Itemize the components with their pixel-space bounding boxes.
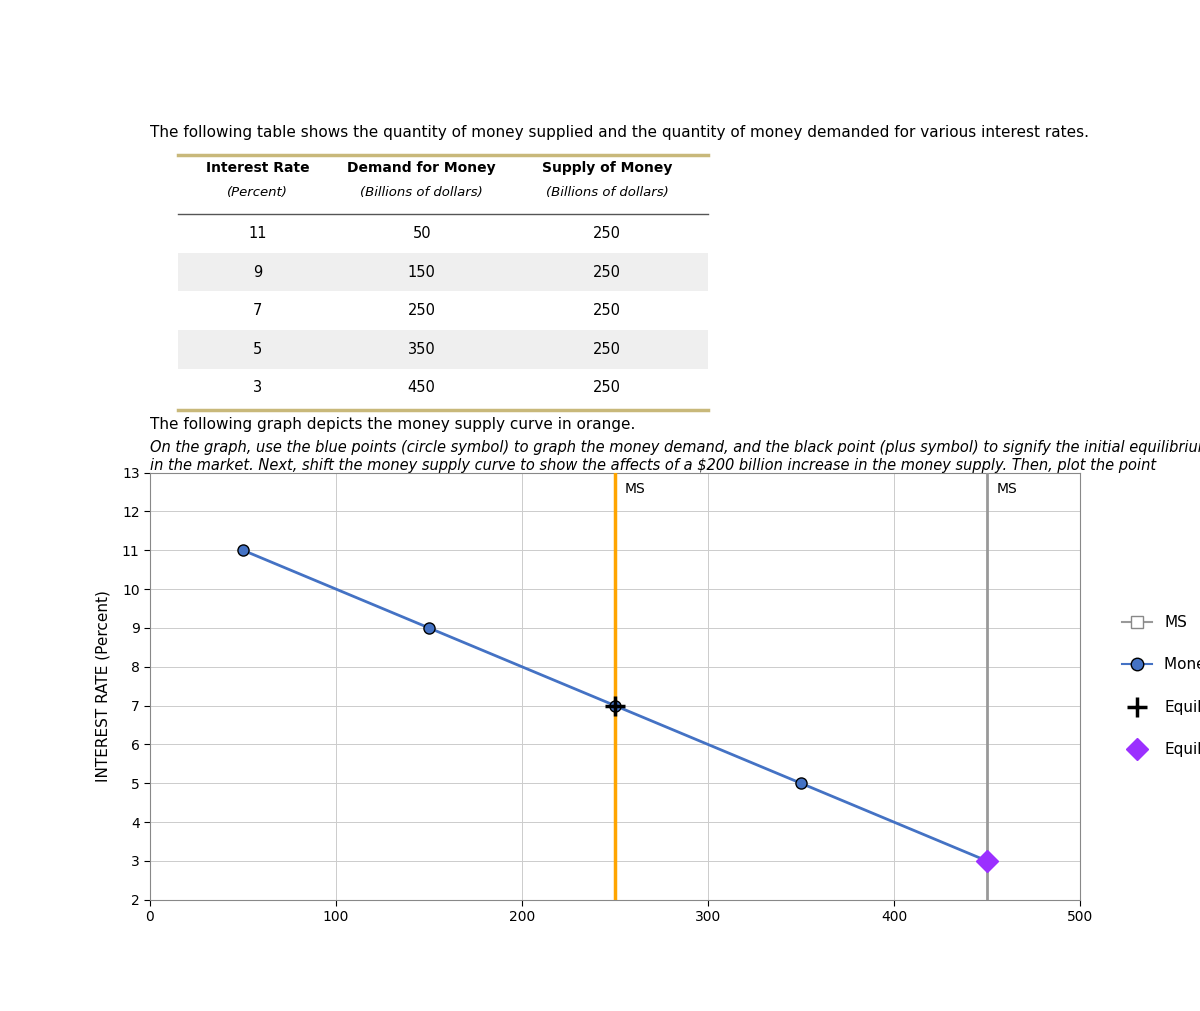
Text: 250: 250 [593, 380, 622, 395]
Text: MS: MS [624, 482, 646, 496]
Text: 250: 250 [593, 226, 622, 242]
Text: On the graph, use the blue points (circle symbol) to graph the money demand, and: On the graph, use the blue points (circl… [150, 441, 1200, 490]
Text: 450: 450 [408, 380, 436, 395]
Text: (Billions of dollars): (Billions of dollars) [546, 186, 668, 199]
FancyBboxPatch shape [178, 330, 708, 369]
Text: 9: 9 [253, 265, 262, 280]
Text: (Percent): (Percent) [227, 186, 288, 199]
Text: 11: 11 [248, 226, 266, 242]
Text: The following table shows the quantity of money supplied and the quantity of mon: The following table shows the quantity o… [150, 124, 1090, 140]
Text: 7: 7 [253, 303, 262, 318]
Text: 3: 3 [253, 380, 262, 395]
Text: 5: 5 [253, 342, 262, 357]
Text: 250: 250 [593, 303, 622, 318]
Text: 250: 250 [593, 265, 622, 280]
Text: 350: 350 [408, 342, 436, 357]
Text: 250: 250 [408, 303, 436, 318]
Text: The following graph depicts the money supply curve in orange.: The following graph depicts the money su… [150, 418, 635, 432]
FancyBboxPatch shape [178, 253, 708, 291]
Text: 150: 150 [408, 265, 436, 280]
Text: Interest Rate: Interest Rate [205, 161, 310, 175]
Text: 250: 250 [593, 342, 622, 357]
Legend: MS, Money Demand, Equilibrium₁, Equilibrium₂: MS, Money Demand, Equilibrium₁, Equilibr… [1106, 600, 1200, 772]
Text: Demand for Money: Demand for Money [348, 161, 496, 175]
Text: Supply of Money: Supply of Money [542, 161, 672, 175]
Text: (Billions of dollars): (Billions of dollars) [360, 186, 484, 199]
Text: MS: MS [996, 482, 1018, 496]
Text: 50: 50 [413, 226, 431, 242]
Y-axis label: INTEREST RATE (Percent): INTEREST RATE (Percent) [96, 590, 110, 783]
